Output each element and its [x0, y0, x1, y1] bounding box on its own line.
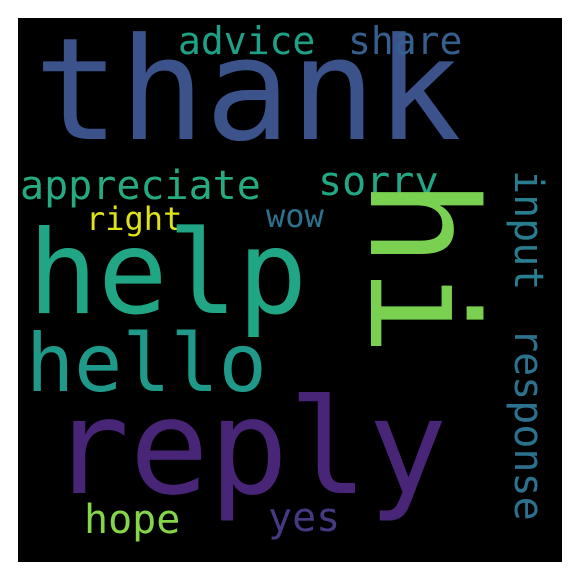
word-hope: hope [84, 497, 181, 543]
word-right: right [86, 200, 183, 238]
word-sorry: sorry [318, 159, 439, 205]
word-reply: reply [50, 371, 448, 525]
word-hello: hello [26, 317, 267, 410]
word-share: share [348, 19, 463, 63]
word-yes: yes [268, 495, 341, 541]
word-appreciate: appreciate [20, 163, 261, 209]
word-wow: wow [266, 197, 324, 235]
word-hi: hi [336, 178, 508, 357]
word-response: response [505, 328, 551, 521]
word-advice: advice [178, 19, 316, 63]
word-help: help [28, 206, 308, 341]
word-input: input [505, 170, 551, 291]
word-thank: thank [34, 18, 462, 173]
word-cloud: thank advice share appreciate sorry righ… [18, 18, 562, 562]
